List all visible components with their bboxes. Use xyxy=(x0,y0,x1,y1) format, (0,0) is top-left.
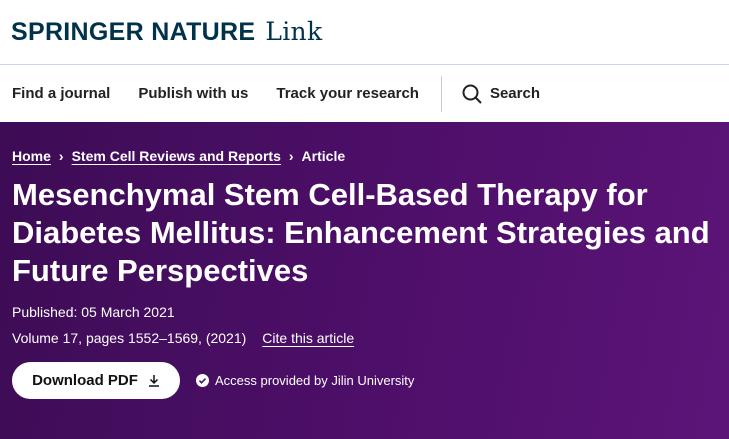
chevron-right-icon: › xyxy=(58,148,64,164)
divider xyxy=(440,75,442,112)
main-nav: Find a journal Publish with us Track you… xyxy=(0,65,729,122)
breadcrumb-article: Article xyxy=(301,148,346,164)
article-title: Mesenchymal Stem Cell-Based Therapy for … xyxy=(12,177,710,288)
published-date: Published: 05 March 2021 xyxy=(12,304,175,320)
chevron-right-icon: › xyxy=(288,148,294,164)
springer-nature-link-logo[interactable]: SPRINGER NATURE Link xyxy=(11,17,323,46)
access-info: Access provided by Jilin University xyxy=(196,373,414,388)
breadcrumb: Home › Stem Cell Reviews and Reports › A… xyxy=(12,148,729,164)
breadcrumb-home[interactable]: Home xyxy=(12,148,51,164)
search-button[interactable]: Search xyxy=(462,84,568,104)
breadcrumb-journal[interactable]: Stem Cell Reviews and Reports xyxy=(71,148,281,164)
nav-find-journal[interactable]: Find a journal xyxy=(12,85,111,102)
volume-info: Volume 17, pages 1552–1569, (2021) xyxy=(12,330,247,346)
nav-track-research[interactable]: Track your research xyxy=(276,85,419,102)
cite-link[interactable]: Cite this article xyxy=(262,330,355,346)
nav-publish[interactable]: Publish with us xyxy=(138,85,249,102)
download-icon xyxy=(148,375,159,387)
article-hero: Home › Stem Cell Reviews and Reports › A… xyxy=(0,122,729,439)
check-circle-icon xyxy=(196,374,209,387)
header: SPRINGER NATURE Link xyxy=(0,0,729,65)
search-icon xyxy=(462,84,482,104)
download-pdf-button[interactable]: Download PDF xyxy=(12,362,180,399)
